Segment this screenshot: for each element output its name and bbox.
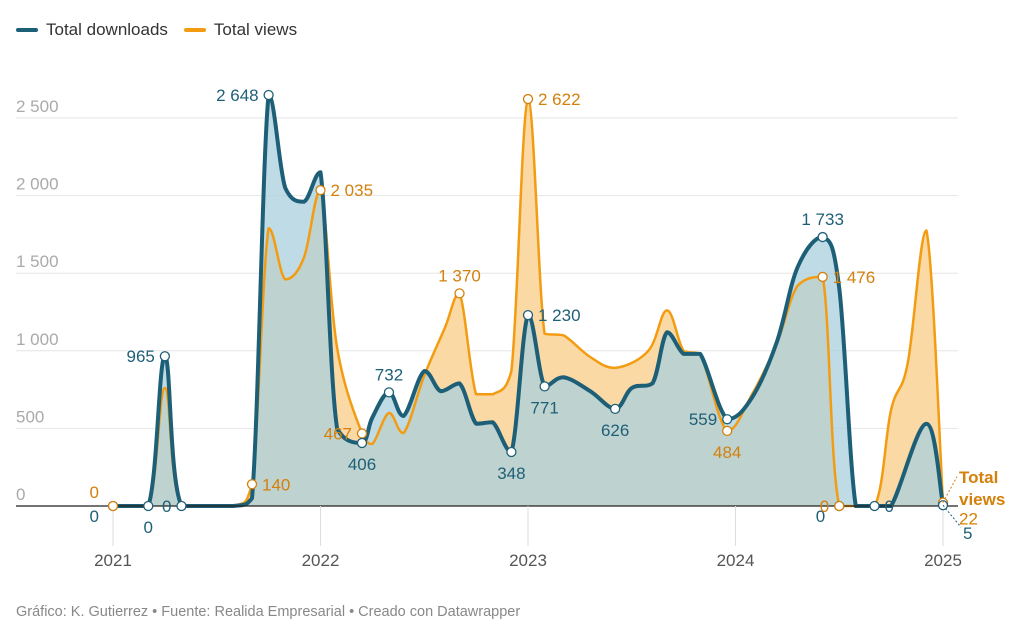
data-label: 0 [90,507,99,526]
data-label: 0 [162,497,171,516]
series-areas [113,95,943,506]
x-tick-label: 2021 [94,551,132,570]
y-tick-label: 1 500 [16,252,59,271]
data-label: 1 230 [538,306,581,325]
legend-swatch-views [183,28,206,32]
data-point-marker[interactable] [246,479,258,490]
data-point-marker[interactable] [356,437,368,449]
data-label: 2 622 [538,90,581,109]
data-point-marker[interactable] [834,500,845,512]
point-markers [107,89,949,512]
data-label: 2 035 [331,181,374,200]
data-point-marker[interactable] [869,500,880,512]
data-label: 1 476 [833,268,876,287]
data-label: 5 [963,524,972,543]
data-label: 467 [324,425,352,444]
data-point-marker[interactable] [522,93,534,105]
data-point-marker[interactable] [522,309,534,321]
y-tick-label: 1 000 [16,330,59,349]
data-point-marker[interactable] [817,231,828,243]
data-label: 626 [601,421,629,440]
annotations: Total views [942,468,1005,528]
data-label: 140 [262,475,290,494]
annotation-connector [942,504,962,528]
y-tick-label: 500 [16,407,44,426]
views-line [111,97,945,508]
legend-item-downloads[interactable]: Total downloads [16,20,168,40]
data-label: 0 [90,483,99,502]
data-point-marker[interactable] [143,500,154,512]
chart-footer: Gráfico: K. Gutierrez • Fuente: Realida … [16,604,521,620]
data-point-marker[interactable] [454,288,465,299]
x-tick-label: 2025 [924,551,962,570]
data-point-marker[interactable] [610,403,621,414]
x-tick-label: 2022 [302,551,340,570]
downloads-line [111,93,945,508]
series-end-annotation: Total [959,468,998,487]
y-tick-label: 2 000 [16,175,59,194]
data-point-marker[interactable] [506,446,517,458]
data-point-marker[interactable] [176,500,187,512]
x-tick-label: 2023 [509,551,547,570]
series-lines [111,93,945,508]
axes: 2021 2022 2023 2024 2025 [16,505,962,570]
legend: Total downloads Total views [16,20,297,40]
legend-item-views[interactable]: Total views [183,20,298,40]
annotation-connector [942,476,958,503]
data-label: 0 [144,518,153,537]
data-point-marker[interactable] [817,271,828,283]
data-label: 965 [127,347,155,366]
data-point-marker[interactable] [539,381,550,392]
data-label: 1 370 [438,266,481,285]
legend-label-views: Total views [213,20,298,39]
y-tick-label: 0 [16,485,25,504]
data-label: 484 [713,443,741,462]
data-label: 0 [885,497,894,516]
data-point-marker[interactable] [107,500,119,512]
data-label: 406 [348,455,376,474]
data-label: 0 [816,507,825,526]
data-label: 2 648 [216,86,259,105]
data-label: 732 [375,365,403,384]
data-point-marker[interactable] [722,425,733,437]
data-label: 0 [820,497,829,516]
x-tick-label: 2024 [717,551,755,570]
data-point-marker[interactable] [383,387,395,398]
data-label: 22 [959,510,978,529]
data-label: 771 [530,398,558,417]
legend-label-downloads: Total downloads [46,20,168,39]
data-point-marker[interactable] [159,351,171,362]
series-end-annotation: views [959,490,1005,509]
data-label: 559 [689,410,717,429]
data-point-marker[interactable] [315,185,326,196]
data-point-marker[interactable] [263,89,274,101]
y-tick-label: 2 500 [16,97,59,116]
data-label: 348 [497,464,525,483]
legend-swatch-downloads [16,28,38,32]
data-label: 1 733 [801,210,844,229]
data-point-marker[interactable] [356,428,368,439]
data-point-marker[interactable] [722,414,733,425]
downloads-area [113,95,943,506]
